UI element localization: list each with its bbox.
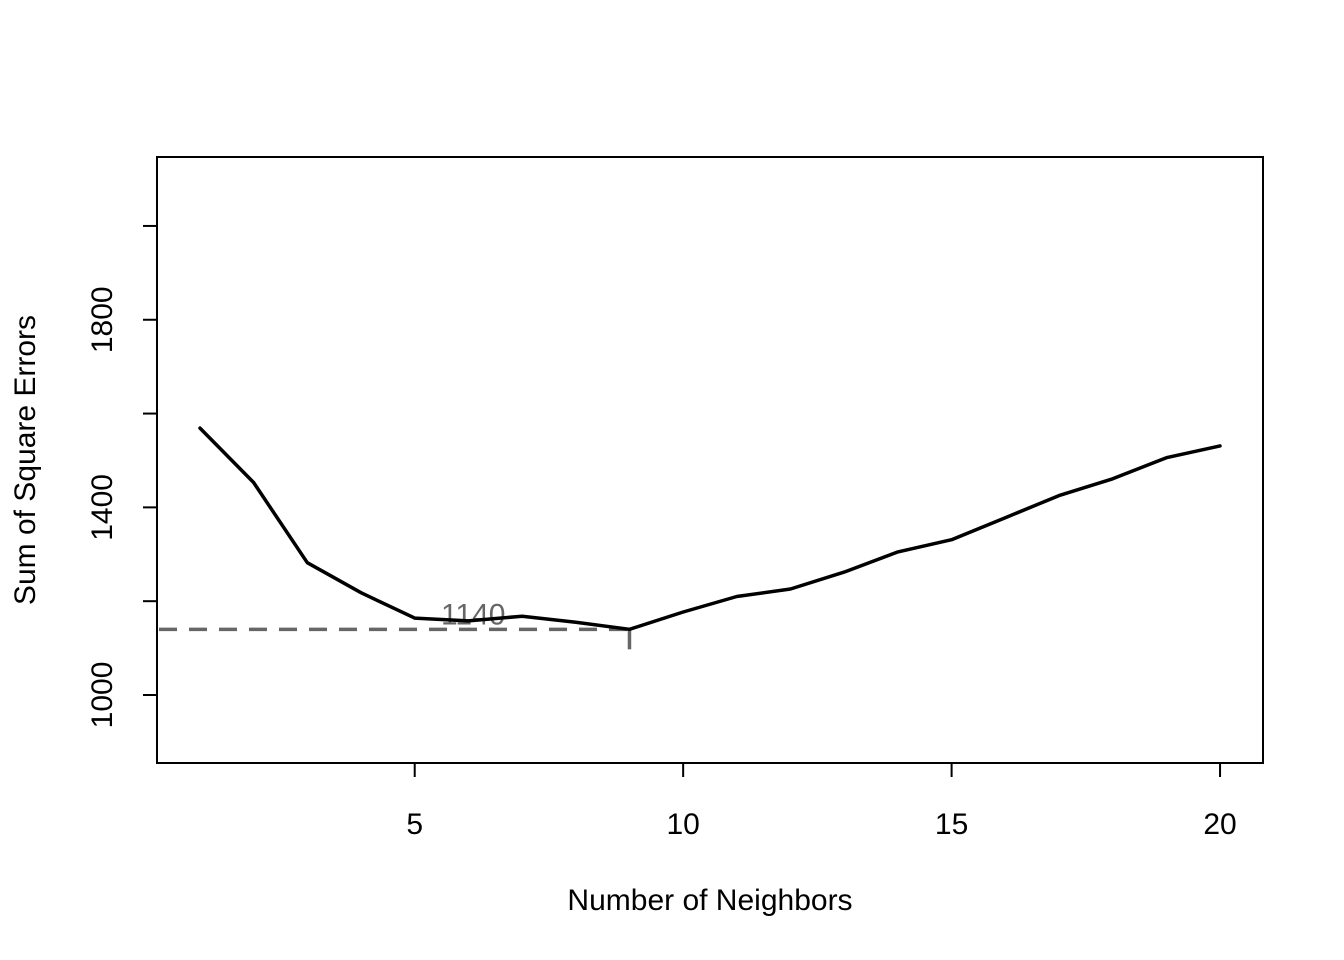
x-tick-label-20: 20 (1203, 808, 1236, 841)
y-tick-label-1800: 1800 (86, 286, 119, 353)
reference-layer: 1140 (159, 598, 632, 650)
y-axis-label: Sum of Square Errors (9, 315, 42, 605)
x-axis: 5 10 15 20 (406, 763, 1237, 841)
min-value-label: 1140 (441, 598, 506, 631)
series-layer (198, 426, 1222, 632)
x-tick-label-15: 15 (935, 808, 968, 841)
y-tick-label-1000: 1000 (86, 662, 119, 729)
x-tick-label-10: 10 (666, 808, 699, 841)
x-tick-label-5: 5 (406, 808, 423, 841)
x-axis-label: Number of Neighbors (567, 884, 852, 917)
series-line (198, 426, 1222, 632)
y-axis: 1000 1400 1800 (86, 224, 157, 729)
plot-frame (156, 156, 1264, 764)
y-tick-label-1400: 1400 (86, 474, 119, 541)
